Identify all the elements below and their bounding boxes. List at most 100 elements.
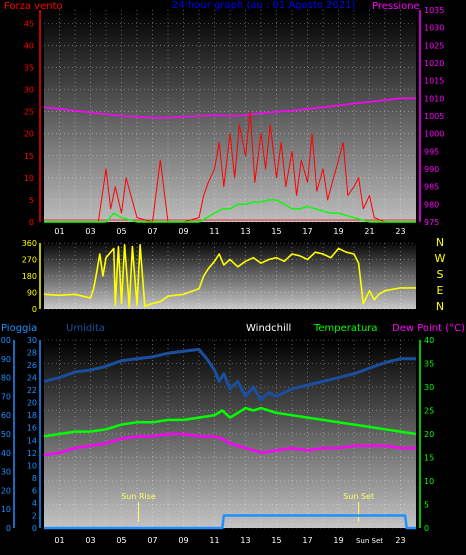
bottom-inner-left-tick: 20 [27,399,37,408]
sun-annotation-label: Sun Rise [121,492,156,501]
top-right-tick: 1015 [424,77,444,86]
top-right-tick: 1020 [424,59,444,68]
bottom-outer-left-tick: 100 [0,336,11,345]
top-left-tick: 15 [24,152,34,161]
bottom-x-tick: 01 [54,536,64,545]
top-right-tick: 985 [424,183,439,192]
top-x-tick: 15 [271,227,281,236]
bottom-outer-left-tick: 10 [1,505,11,514]
bottom-x-tick: 19 [333,536,343,545]
top-x-tick: 23 [395,227,405,236]
axis-ticks: 0510152025303540459759809859909951000100… [0,6,446,545]
bottom-inner-left-tick: 16 [27,424,37,433]
top-right-tick: 1035 [424,6,444,15]
direction-letter: S [437,268,444,281]
bottom-outer-left-tick: 70 [1,392,11,401]
bottom-outer-left-tick: 0 [6,524,11,533]
mid-left-tick: 0 [32,305,37,314]
bottom-x-tick: Sun Set [356,537,383,545]
bottom-inner-left-tick: 22 [27,386,37,395]
pressure-line [43,97,416,119]
header-wind-label: Forza vento [4,1,63,12]
direction-letter: N [436,300,444,313]
header-pressure-label: Pressione [372,1,420,12]
mid-left-tick: 90 [27,289,37,298]
label-windchill: Windchill [246,323,291,334]
temperature-line [43,406,417,438]
bottom-x-tick: 17 [302,536,312,545]
top-right-tick: 1030 [424,24,444,33]
top-left-tick: 10 [24,174,34,183]
top-x-tick: 21 [364,227,374,236]
bottom-right-tick: 20 [424,430,434,439]
direction-letter: E [437,284,444,297]
bottom-x-tick: 15 [271,536,281,545]
top-right-tick: 1005 [424,112,444,121]
wind-gust-line [44,199,416,223]
top-left-tick: 5 [29,196,34,205]
bottom-inner-left-tick: 8 [32,474,37,483]
bottom-inner-left-tick: 24 [27,374,37,383]
top-right-tick: 980 [424,200,439,209]
bottom-inner-left-tick: 0 [32,524,37,533]
header-title: 24 hour graph (au : 01 Agosto 2021) [172,0,356,11]
top-left-tick: 35 [24,63,34,72]
top-left-tick: 40 [24,41,34,50]
rain-line [44,514,416,530]
top-right-tick: 1025 [424,41,444,50]
top-left-tick: 30 [24,86,34,95]
bottom-right-tick: 35 [424,360,434,369]
top-left-tick: 20 [24,130,34,139]
bottom-outer-left-tick: 90 [1,355,11,364]
bottom-inner-left-tick: 14 [27,436,37,445]
bottom-x-tick: 13 [240,536,250,545]
bottom-x-tick: 05 [116,536,126,545]
top-x-tick: 07 [147,227,157,236]
bottom-inner-left-tick: 26 [27,361,37,370]
bottom-outer-left-tick: 80 [1,374,11,383]
top-x-tick: 11 [209,227,219,236]
bottom-outer-left-tick: 30 [1,468,11,477]
top-x-tick: 05 [116,227,126,236]
humidity-line [43,347,416,402]
top-left-tick: 25 [24,108,34,117]
top-left-tick: 45 [24,19,34,28]
bottom-x-tick: 23 [395,536,405,545]
bottom-x-tick: 11 [209,536,219,545]
top-x-tick: 01 [54,227,64,236]
top-x-tick: 09 [178,227,188,236]
direction-letter: N [436,236,444,249]
top-x-tick: 17 [302,227,312,236]
mid-left-tick: 270 [22,256,37,265]
bottom-inner-left-tick: 18 [27,411,37,420]
top-x-tick: 03 [85,227,95,236]
bottom-inner-left-tick: 28 [27,349,37,358]
bottom-x-tick: 03 [85,536,95,545]
label-dewpoint: Dew Point (°C) [392,323,465,334]
bottom-outer-left-tick: 20 [1,486,11,495]
bottom-right-tick: 30 [424,383,434,392]
top-right-tick: 1010 [424,94,444,103]
bottom-inner-left-tick: 30 [27,336,37,345]
top-x-tick: 19 [333,227,343,236]
bottom-outer-left-tick: 40 [1,449,11,458]
top-right-tick: 975 [424,218,439,227]
bottom-right-tick: 10 [424,477,434,486]
top-right-tick: 1000 [424,130,444,139]
label-umidita: Umidita [66,323,105,334]
label-temperatura: Temperatura [313,323,378,334]
bottom-x-tick: 07 [147,536,157,545]
bottom-inner-left-tick: 6 [32,486,37,495]
bottom-x-tick: 09 [178,536,188,545]
bottom-inner-left-tick: 2 [32,511,37,520]
sun-annotation-label: Sun Set [343,492,374,501]
bottom-right-tick: 0 [424,524,429,533]
label-pioggia: Pioggia [1,323,37,334]
bottom-right-tick: 25 [424,407,434,416]
bottom-right-tick: 5 [424,501,429,510]
bottom-inner-left-tick: 12 [27,449,37,458]
grid-lines [44,10,416,529]
mid-left-tick: 180 [22,272,37,281]
bottom-outer-left-tick: 50 [1,430,11,439]
bottom-inner-left-tick: 10 [27,461,37,470]
